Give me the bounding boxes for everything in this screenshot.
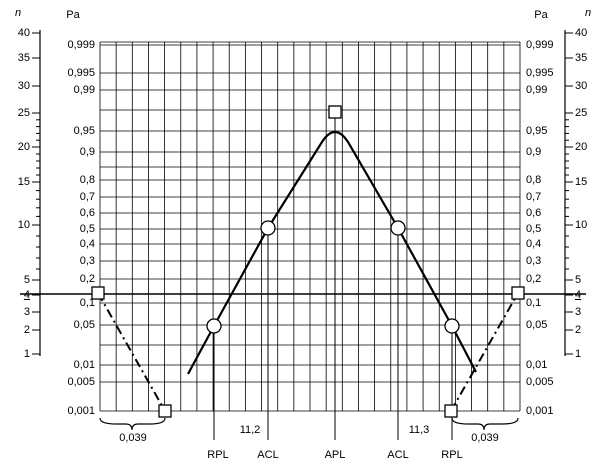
probability-label: 0,995 — [67, 67, 95, 79]
probability-label: 0,4 — [526, 238, 541, 250]
n-label: 25 — [575, 107, 587, 119]
n-label: 3 — [24, 306, 30, 318]
probability-label: 0,1 — [526, 297, 541, 309]
n-label: 10 — [575, 219, 587, 231]
n-label: 3 — [575, 306, 581, 318]
square-marker — [158, 404, 172, 418]
brace-label: 0,039 — [119, 432, 147, 444]
n-label: 40 — [18, 27, 30, 39]
n-label: 30 — [18, 80, 30, 92]
probability-label: 0,2 — [80, 273, 95, 285]
probability-label: 0,99 — [74, 84, 95, 96]
circle-marker — [390, 220, 406, 236]
square-marker — [91, 286, 105, 300]
brace — [451, 417, 519, 431]
circle-marker — [260, 220, 276, 236]
bottom-label: ACL — [257, 449, 278, 461]
n-label: 1 — [575, 348, 581, 360]
brace — [99, 417, 166, 431]
probability-label: 0,01 — [74, 359, 95, 371]
probability-label: 0,95 — [526, 125, 547, 137]
probability-label: 0,001 — [67, 405, 95, 417]
probability-label: 0,3 — [80, 255, 95, 267]
pa-symbol: Pa — [534, 9, 548, 21]
probability-label: 0,05 — [74, 319, 95, 331]
n-label: 4 — [575, 289, 581, 301]
limit-value: 11,3 — [409, 424, 430, 436]
n-label: 10 — [18, 219, 30, 231]
probability-label: 0,001 — [526, 405, 554, 417]
probability-label: 0,9 — [526, 146, 541, 158]
n-symbol: n — [15, 7, 21, 19]
brace-label: 0,039 — [471, 432, 499, 444]
square-marker — [328, 105, 342, 119]
probability-label: 0,5 — [526, 223, 541, 235]
dashed-line — [97, 292, 166, 412]
pa-symbol: Pa — [66, 9, 80, 21]
probability-label: 0,6 — [526, 207, 541, 219]
n-label: 2 — [24, 324, 30, 336]
probability-label: 0,3 — [526, 255, 541, 267]
limit-value: 11,2 — [240, 424, 261, 436]
probability-label: 0,01 — [526, 359, 547, 371]
n-label: 35 — [18, 52, 30, 64]
n-label: 35 — [575, 52, 587, 64]
n-label: 40 — [575, 27, 587, 39]
n-label: 5 — [575, 274, 581, 286]
probability-label: 0,9 — [80, 146, 95, 158]
probability-label: 0,999 — [526, 39, 554, 51]
n-label: 4 — [24, 289, 30, 301]
probability-label: 0,999 — [67, 39, 95, 51]
probability-label: 0,995 — [526, 67, 554, 79]
bottom-label: RPL — [441, 449, 462, 461]
distribution-curve — [187, 130, 477, 375]
probability-label: 0,005 — [67, 376, 95, 388]
n-label: 20 — [18, 141, 30, 153]
square-marker — [444, 404, 458, 418]
bottom-label: ACL — [387, 449, 408, 461]
n-label: 1 — [24, 348, 30, 360]
probability-label: 0,95 — [74, 125, 95, 137]
n-label: 2 — [575, 324, 581, 336]
probability-label: 0,8 — [80, 174, 95, 186]
probability-label: 0,7 — [526, 191, 541, 203]
n-symbol: n — [585, 7, 591, 19]
n-label: 30 — [575, 80, 587, 92]
circle-marker — [444, 318, 460, 334]
probability-label: 0,2 — [526, 273, 541, 285]
bottom-label: RPL — [207, 449, 228, 461]
probability-label: 0,99 — [526, 84, 547, 96]
probability-label: 0,05 — [526, 319, 547, 331]
square-marker — [511, 286, 525, 300]
circle-marker — [206, 318, 222, 334]
probability-label: 0,6 — [80, 207, 95, 219]
probability-label: 0,005 — [526, 376, 554, 388]
probability-label: 0,4 — [80, 238, 95, 250]
probability-label: 0,8 — [526, 174, 541, 186]
n-label: 15 — [575, 176, 587, 188]
bottom-label: APL — [325, 449, 346, 461]
n-label: 25 — [18, 107, 30, 119]
probability-label: 0,7 — [80, 191, 95, 203]
n-label: 5 — [24, 274, 30, 286]
n-label: 15 — [18, 176, 30, 188]
probability-label: 0,1 — [80, 297, 95, 309]
dashed-line — [450, 292, 519, 412]
probability-label: 0,5 — [80, 223, 95, 235]
n-label: 20 — [575, 141, 587, 153]
